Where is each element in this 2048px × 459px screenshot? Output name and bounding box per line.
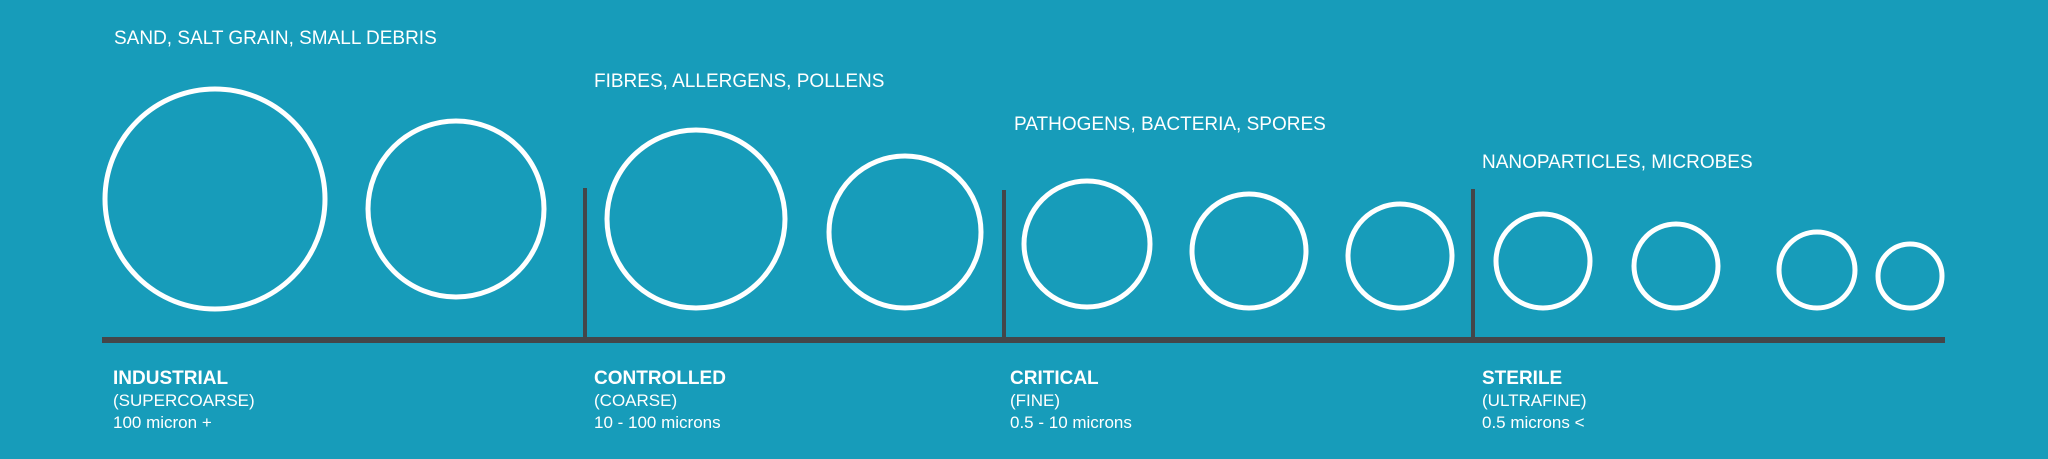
particle-circle (1875, 241, 1945, 311)
category-name: STERILE (1482, 368, 1563, 389)
examples-controlled: FIBRES, ALLERGENS, POLLENS (594, 71, 885, 92)
particle-circle (604, 127, 788, 311)
particle-circle (1493, 211, 1593, 311)
particle-circle (1776, 229, 1858, 311)
category-name: CRITICAL (1010, 368, 1099, 389)
particle-circle (1189, 191, 1309, 311)
particle-circle (1021, 178, 1153, 310)
category-range: 0.5 - 10 microns (1010, 413, 1132, 432)
particle-circle (102, 86, 328, 312)
particle-circle (1345, 201, 1455, 311)
category-name: INDUSTRIAL (113, 368, 229, 389)
particle-circle (1631, 221, 1721, 311)
category-subtitle: (FINE) (1010, 391, 1061, 410)
category-subtitle: (SUPERCOARSE) (113, 391, 255, 410)
examples-industrial: SAND, SALT GRAIN, SMALL DEBRIS (114, 28, 437, 49)
particle-circle (365, 118, 547, 300)
label-industrial: INDUSTRIAL (SUPERCOARSE) 100 micron + (113, 368, 255, 434)
label-sterile: STERILE (ULTRAFINE) 0.5 microns < (1482, 368, 1587, 434)
category-subtitle: (COARSE) (594, 391, 678, 410)
examples-critical: PATHOGENS, BACTERIA, SPORES (1014, 114, 1326, 135)
category-subtitle: (ULTRAFINE) (1482, 391, 1587, 410)
category-range: 0.5 microns < (1482, 413, 1585, 432)
label-controlled: CONTROLLED (COARSE) 10 - 100 microns (594, 368, 726, 434)
examples-sterile: NANOPARTICLES, MICROBES (1482, 152, 1753, 173)
category-range: 10 - 100 microns (594, 413, 721, 432)
category-name: CONTROLLED (594, 368, 726, 389)
label-critical: CRITICAL (FINE) 0.5 - 10 microns (1010, 368, 1132, 434)
category-range: 100 micron + (113, 413, 212, 432)
particle-circle (826, 153, 984, 311)
